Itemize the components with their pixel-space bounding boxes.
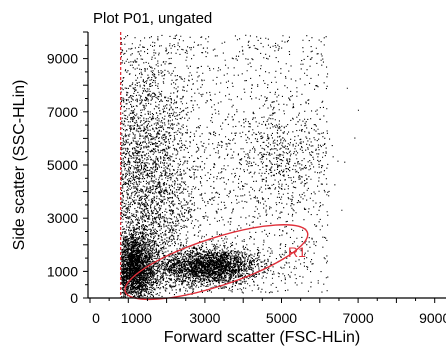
x-tick-label: 9000 <box>419 310 446 326</box>
x-tick-label: 7000 <box>343 310 374 326</box>
y-tick-label: 7000 <box>47 104 78 120</box>
gate-r1-label: R1 <box>288 244 306 260</box>
x-tick-label: 0 <box>92 310 100 326</box>
chart-title: Plot P01, ungated <box>93 10 212 27</box>
y-tick-label: 5000 <box>47 157 78 173</box>
axis-ticks: 0 1000 3000 5000 7000 9000 0 1000 3000 5000 7000 90… <box>47 31 446 326</box>
y-tick-label: 9000 <box>47 51 78 67</box>
x-tick-label: 3000 <box>189 310 220 326</box>
y-tick-label: 3000 <box>47 210 78 226</box>
x-axis-title: Forward scatter (FSC-HLin) <box>164 329 360 346</box>
x-tick-label: 1000 <box>121 310 152 326</box>
gate-r1[interactable] <box>118 210 315 315</box>
y-axis-title: Side scatter (SSC-HLin) <box>11 80 28 251</box>
y-tick-label: 1000 <box>47 263 78 279</box>
scatter-points <box>120 34 359 298</box>
x-tick-label: 5000 <box>266 310 297 326</box>
y-tick-label: 0 <box>70 290 78 306</box>
data-points <box>120 34 359 298</box>
